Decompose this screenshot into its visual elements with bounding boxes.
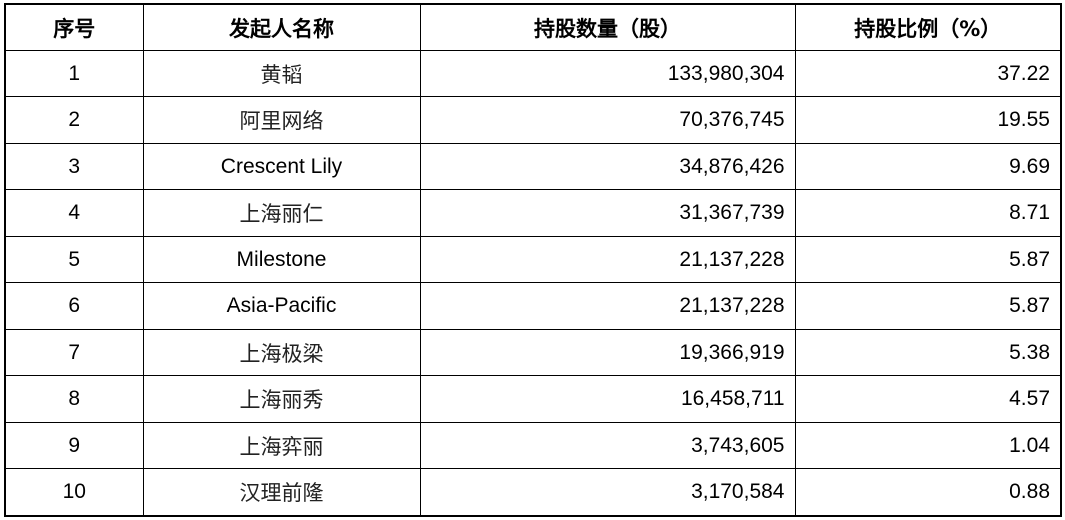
row-index: 5 [4, 235, 144, 284]
row-index: 8 [4, 375, 144, 423]
table-row: 9 上海弈丽 3,743,605 1.04 [4, 421, 1062, 470]
row-index: 6 [4, 282, 144, 330]
row-index: 3 [4, 142, 144, 191]
row-holder-name: 上海丽秀 [142, 375, 421, 423]
header-index: 序号 [4, 3, 144, 51]
shareholder-table: 序号 发起人名称 持股数量（股） 持股比例（%） 1 黄韬 133,980,304 3… [4, 3, 1062, 517]
header-name: 发起人名称 [142, 3, 421, 51]
row-holder-name: Milestone [142, 235, 421, 284]
row-shares: 16,458,711 [419, 375, 796, 423]
row-ratio: 9.69 [794, 142, 1062, 191]
table-row: 6 Asia-Pacific 21,137,228 5.87 [4, 282, 1062, 330]
row-shares: 19,366,919 [419, 328, 796, 377]
row-ratio: 5.87 [794, 282, 1062, 330]
table-row: 7 上海极梁 19,366,919 5.38 [4, 328, 1062, 377]
row-shares: 31,367,739 [419, 189, 796, 237]
row-holder-name: 黄韬 [142, 49, 421, 98]
row-ratio: 4.57 [794, 375, 1062, 423]
row-index: 10 [4, 468, 144, 517]
row-holder-name: Crescent Lily [142, 142, 421, 191]
row-index: 9 [4, 421, 144, 470]
row-ratio: 5.87 [794, 235, 1062, 284]
row-shares: 34,876,426 [419, 142, 796, 191]
row-index: 4 [4, 189, 144, 237]
table-row: 10 汉理前隆 3,170,584 0.88 [4, 468, 1062, 517]
table-row: 1 黄韬 133,980,304 37.22 [4, 49, 1062, 98]
row-shares: 21,137,228 [419, 235, 796, 284]
row-ratio: 37.22 [794, 49, 1062, 98]
row-index: 1 [4, 49, 144, 98]
row-ratio: 19.55 [794, 96, 1062, 144]
table-body: 1 黄韬 133,980,304 37.22 2 阿里网络 70,376,745 19.55 3… [4, 49, 1062, 517]
header-row: 序号 发起人名称 持股数量（股） 持股比例（%） [4, 3, 1062, 51]
header-ratio: 持股比例（%） [794, 3, 1062, 51]
row-holder-name: 上海丽仁 [142, 189, 421, 237]
table-row: 8 上海丽秀 16,458,711 4.57 [4, 375, 1062, 423]
row-holder-name: 上海弈丽 [142, 421, 421, 470]
table-row: 3 Crescent Lily 34,876,426 9.69 [4, 142, 1062, 191]
row-shares: 70,376,745 [419, 96, 796, 144]
row-holder-name: Asia-Pacific [142, 282, 421, 330]
row-shares: 3,743,605 [419, 421, 796, 470]
row-ratio: 5.38 [794, 328, 1062, 377]
row-index: 7 [4, 328, 144, 377]
table-row: 5 Milestone 21,137,228 5.87 [4, 235, 1062, 284]
row-holder-name: 阿里网络 [142, 96, 421, 144]
row-holder-name: 汉理前隆 [142, 468, 421, 517]
row-ratio: 0.88 [794, 468, 1062, 517]
table-row: 2 阿里网络 70,376,745 19.55 [4, 96, 1062, 144]
header-shares: 持股数量（股） [419, 3, 796, 51]
row-ratio: 8.71 [794, 189, 1062, 237]
row-shares: 133,980,304 [419, 49, 796, 98]
row-ratio: 1.04 [794, 421, 1062, 470]
row-holder-name: 上海极梁 [142, 328, 421, 377]
table-header: 序号 发起人名称 持股数量（股） 持股比例（%） [4, 3, 1062, 51]
row-shares: 3,170,584 [419, 468, 796, 517]
row-shares: 21,137,228 [419, 282, 796, 330]
table-row: 4 上海丽仁 31,367,739 8.71 [4, 189, 1062, 237]
row-index: 2 [4, 96, 144, 144]
